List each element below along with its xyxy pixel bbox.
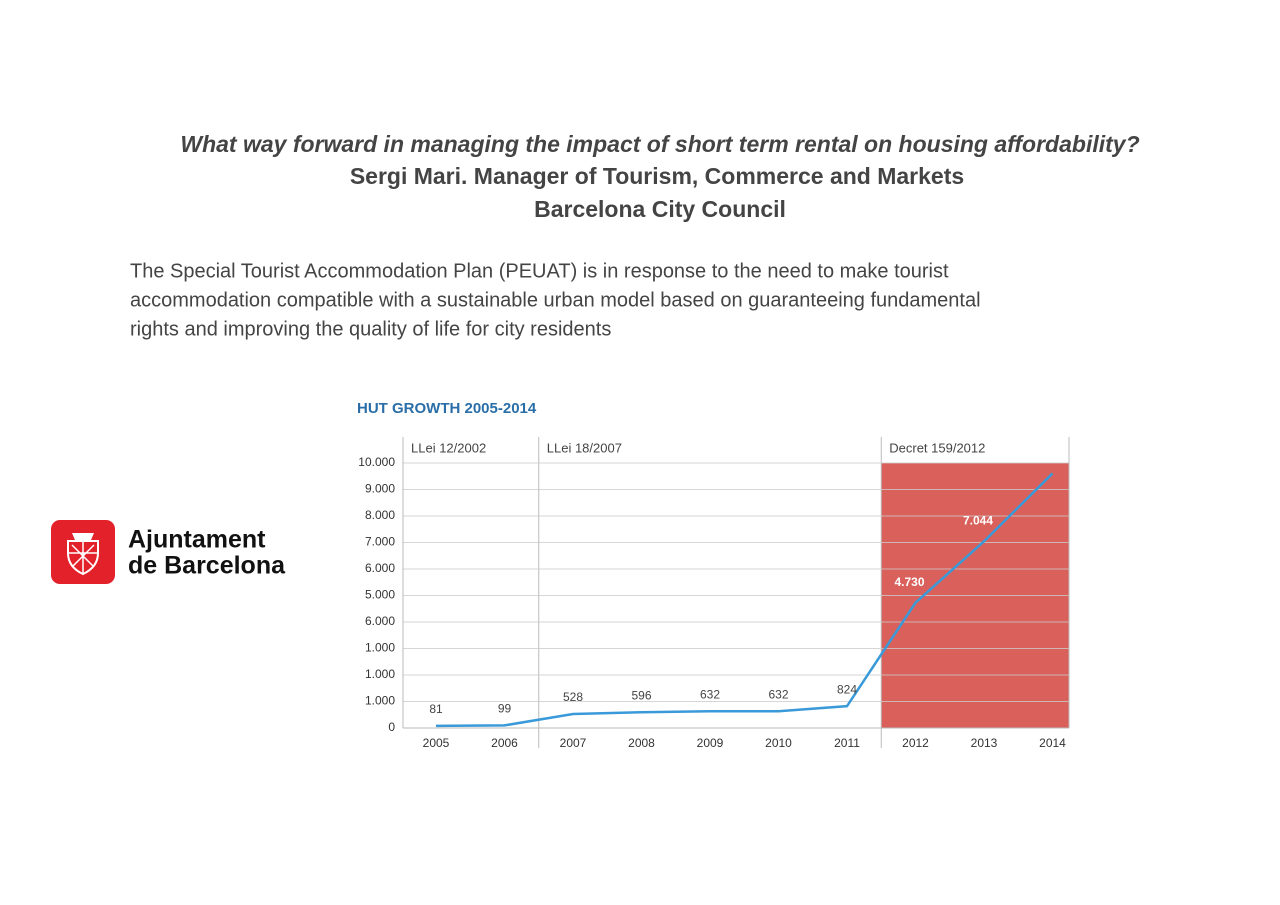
- data-label: 632: [768, 687, 788, 701]
- organization: Barcelona City Council: [534, 196, 786, 222]
- x-tick-label: 2005: [423, 736, 450, 750]
- period-label: Decret 159/2012: [889, 440, 985, 455]
- logo-crown: [72, 533, 94, 540]
- data-label: 632: [700, 687, 720, 701]
- data-label: 99: [498, 702, 512, 716]
- body-line: accommodation compatible with a sustaina…: [130, 289, 981, 311]
- x-tick-label: 2008: [628, 736, 655, 750]
- y-tick-label: 8.000: [365, 508, 395, 522]
- data-label: 81: [429, 702, 443, 716]
- y-tick-label: 5.000: [365, 588, 395, 602]
- logo-cross: [68, 541, 98, 574]
- body-line: The Special Tourist Accommodation Plan (…: [130, 260, 949, 282]
- chart: LLei 12/2002 LLei 18/2007 Decret 159/2012 0…: [358, 437, 1070, 750]
- x-tick-label: 2012: [902, 736, 929, 750]
- x-tick-label: 2010: [765, 736, 792, 750]
- data-label: 528: [563, 690, 583, 704]
- y-tick-label: 6.000: [365, 614, 395, 628]
- y-tick-label: 6.000: [365, 561, 395, 575]
- y-tick-label: 10.000: [358, 455, 395, 469]
- x-tick-label: 2007: [560, 736, 587, 750]
- speaker: Sergi Mari. Manager of Tourism, Commerce…: [350, 163, 964, 189]
- y-tick-label: 9.000: [365, 482, 395, 496]
- data-label: 824: [837, 682, 857, 696]
- data-label: 596: [631, 688, 651, 702]
- y-tick-label: 7.000: [365, 535, 395, 549]
- period-label: LLei 18/2007: [547, 440, 622, 455]
- y-tick-label: 1.000: [365, 694, 395, 708]
- logo-text: de Barcelona: [128, 552, 286, 580]
- y-tick-label: 1.000: [365, 641, 395, 655]
- x-tick-label: 2013: [971, 736, 998, 750]
- logo: Ajuntament de Barcelona: [51, 520, 286, 584]
- period-label: LLei 12/2002: [411, 440, 486, 455]
- x-tick-label: 2014: [1039, 736, 1066, 750]
- body-line: rights and improving the quality of life…: [130, 318, 611, 340]
- data-label: 7.044: [963, 514, 993, 528]
- chart-title: HUT GROWTH 2005-2014: [357, 400, 537, 417]
- data-label: 9.606: [1031, 446, 1061, 460]
- line-series: [435, 472, 1054, 728]
- data-label: 4.730: [894, 575, 924, 589]
- y-tick-label: 0: [388, 720, 395, 734]
- logo-text: Ajuntament: [128, 526, 266, 554]
- slide-title: What way forward in managing the impact …: [180, 131, 1139, 157]
- x-tick-label: 2011: [834, 736, 860, 750]
- x-tick-label: 2006: [491, 736, 518, 750]
- x-tick-label: 2009: [697, 736, 724, 750]
- y-tick-label: 1.000: [365, 667, 395, 681]
